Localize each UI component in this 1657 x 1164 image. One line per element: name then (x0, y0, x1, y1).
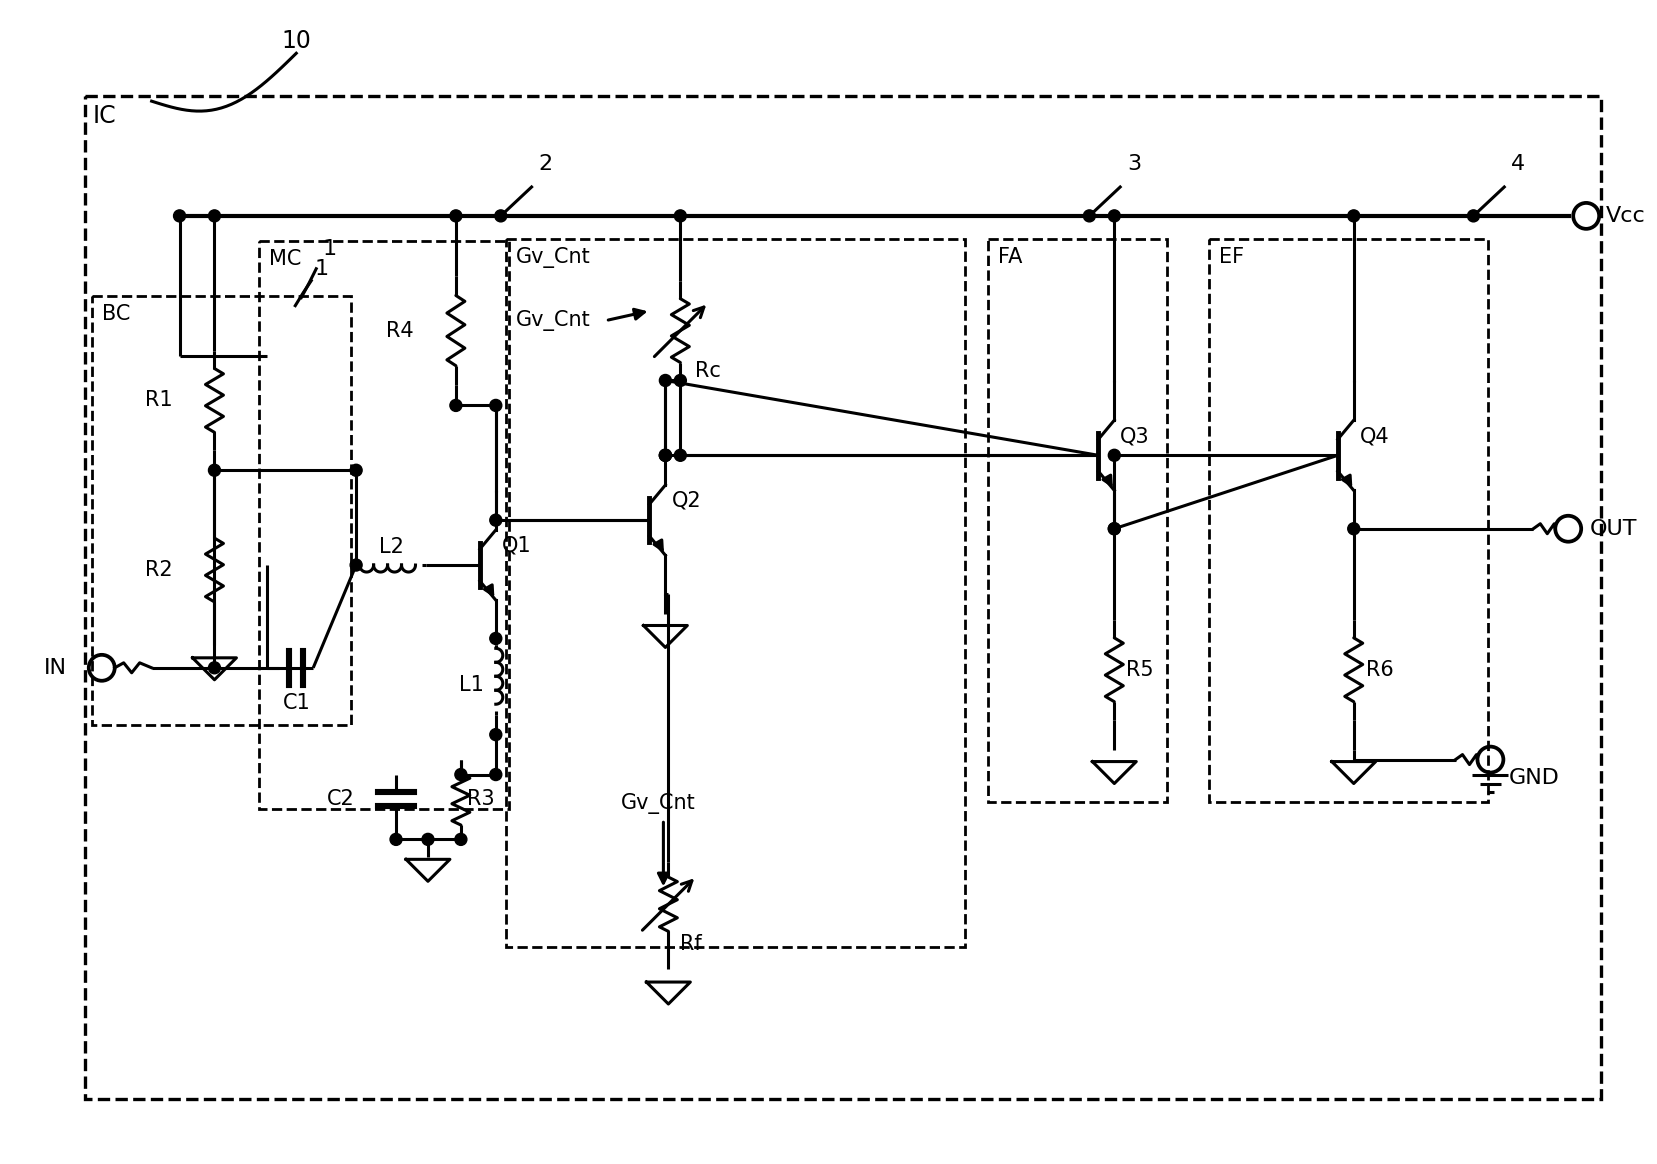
Circle shape (674, 210, 686, 222)
Circle shape (1109, 449, 1120, 461)
Text: IN: IN (43, 658, 66, 677)
Circle shape (490, 514, 502, 526)
Circle shape (490, 729, 502, 740)
Circle shape (490, 399, 502, 411)
Text: EF: EF (1220, 247, 1244, 267)
Text: 3: 3 (1127, 154, 1142, 173)
Bar (1210, 239, 1488, 802)
Text: 10: 10 (282, 29, 312, 54)
Circle shape (423, 833, 434, 845)
Circle shape (659, 375, 671, 386)
Circle shape (1109, 523, 1120, 534)
Text: R2: R2 (144, 560, 172, 580)
Circle shape (451, 210, 462, 222)
Text: 1: 1 (315, 258, 328, 278)
Circle shape (209, 210, 220, 222)
Text: Rf: Rf (681, 935, 703, 954)
Text: R1: R1 (144, 390, 172, 411)
Text: GND: GND (1508, 767, 1559, 788)
Circle shape (659, 449, 671, 461)
Text: R3: R3 (467, 789, 494, 809)
Circle shape (209, 464, 220, 476)
Text: Q4: Q4 (1360, 426, 1389, 446)
Text: Gv_Cnt: Gv_Cnt (515, 310, 590, 331)
Text: IC: IC (93, 104, 116, 128)
Text: L1: L1 (459, 675, 484, 695)
Text: R6: R6 (1365, 660, 1394, 680)
Text: OUT: OUT (1591, 519, 1637, 539)
Circle shape (1084, 210, 1095, 222)
Text: BC: BC (101, 304, 131, 324)
Circle shape (1347, 523, 1360, 534)
Circle shape (490, 632, 502, 645)
Bar (988, 239, 1167, 802)
Text: FA: FA (998, 247, 1022, 267)
Text: Rc: Rc (696, 361, 721, 381)
Bar (85, 97, 1601, 1099)
Bar (260, 241, 509, 809)
Text: R5: R5 (1127, 660, 1153, 680)
Circle shape (490, 768, 502, 781)
Circle shape (350, 559, 363, 572)
Text: Q1: Q1 (502, 535, 532, 556)
Circle shape (1468, 210, 1480, 222)
Circle shape (456, 768, 467, 781)
Circle shape (495, 210, 507, 222)
Text: L2: L2 (378, 537, 404, 558)
Bar (505, 239, 964, 947)
Circle shape (659, 449, 671, 461)
Circle shape (389, 833, 403, 845)
Text: R4: R4 (386, 320, 414, 341)
Text: 1: 1 (321, 239, 336, 258)
Text: MC: MC (270, 249, 302, 269)
Text: Q3: Q3 (1120, 426, 1150, 446)
Text: 2: 2 (539, 154, 553, 173)
Circle shape (674, 375, 686, 386)
Text: Q2: Q2 (671, 491, 701, 511)
Text: Vcc: Vcc (1606, 206, 1645, 226)
Circle shape (1109, 523, 1120, 534)
Text: C2: C2 (326, 789, 355, 809)
Circle shape (350, 464, 363, 476)
Circle shape (1347, 210, 1360, 222)
Circle shape (1109, 210, 1120, 222)
Text: 4: 4 (1511, 154, 1526, 173)
Bar (91, 296, 351, 725)
Circle shape (174, 210, 186, 222)
Text: Gv_Cnt: Gv_Cnt (515, 247, 590, 268)
Circle shape (451, 399, 462, 411)
Circle shape (209, 662, 220, 674)
Circle shape (456, 833, 467, 845)
Circle shape (659, 449, 671, 461)
Text: C1: C1 (282, 693, 310, 712)
Text: Gv_Cnt: Gv_Cnt (621, 794, 696, 815)
Circle shape (674, 449, 686, 461)
